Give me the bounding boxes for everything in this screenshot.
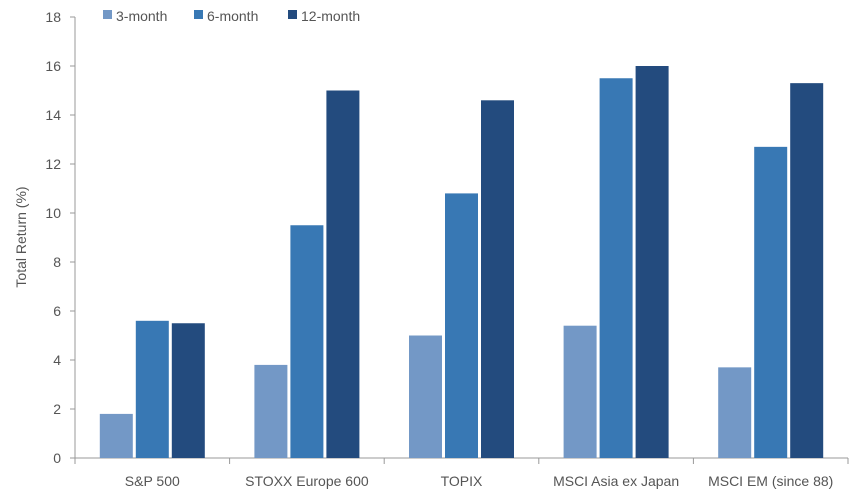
x-tick-label: STOXX Europe 600: [245, 473, 369, 489]
bar-3-month-3: [563, 325, 597, 458]
y-tick-label: 4: [53, 352, 61, 368]
bar-12-month-1: [326, 90, 360, 458]
x-axis: S&P 500 STOXX Europe 600 TOPIX MSCI Asia ex…: [74, 457, 849, 489]
bar-6-month-3: [599, 78, 633, 458]
bar-12-month-0: [171, 323, 205, 458]
bar-12-month-2: [481, 100, 514, 459]
x-tick-label: S&P 500: [125, 473, 180, 489]
bar-12-month-3: [635, 66, 669, 458]
bar-6-month-4: [754, 146, 788, 458]
legend-swatch: [288, 10, 297, 19]
legend-label: 3-month: [116, 8, 167, 24]
y-tick-label: 18: [45, 9, 61, 25]
x-tick-label: TOPIX: [441, 473, 483, 489]
bars: [99, 66, 824, 459]
legend-label: 6-month: [207, 8, 258, 24]
legend: 3-month 6-month 12-month: [103, 8, 360, 24]
legend-label: 12-month: [301, 8, 360, 24]
bar-12-month-4: [790, 83, 824, 459]
x-tick-label: MSCI Asia ex Japan: [553, 473, 679, 489]
y-tick-label: 14: [45, 107, 61, 123]
y-axis: 0 2 4 6 8 10 12 14 16 18: [45, 9, 76, 466]
bar-3-month-4: [718, 367, 752, 458]
bar-6-month-0: [135, 320, 169, 458]
bar-3-month-2: [409, 335, 442, 458]
y-tick-label: 12: [45, 156, 61, 172]
bar-3-month-0: [99, 413, 133, 458]
bar-6-month-1: [290, 225, 324, 458]
bar-3-month-1: [254, 364, 288, 458]
y-axis-title: Total Return (%): [13, 186, 29, 287]
x-tick-label: MSCI EM (since 88): [708, 473, 833, 489]
y-tick-label: 10: [45, 205, 61, 221]
bar-6-month-2: [445, 193, 478, 458]
legend-swatch: [103, 10, 112, 19]
legend-swatch: [194, 10, 203, 19]
y-tick-label: 6: [53, 303, 61, 319]
y-tick-label: 0: [53, 450, 61, 466]
y-tick-label: 8: [53, 254, 61, 270]
y-tick-label: 16: [45, 58, 61, 74]
y-tick-label: 2: [53, 401, 61, 417]
